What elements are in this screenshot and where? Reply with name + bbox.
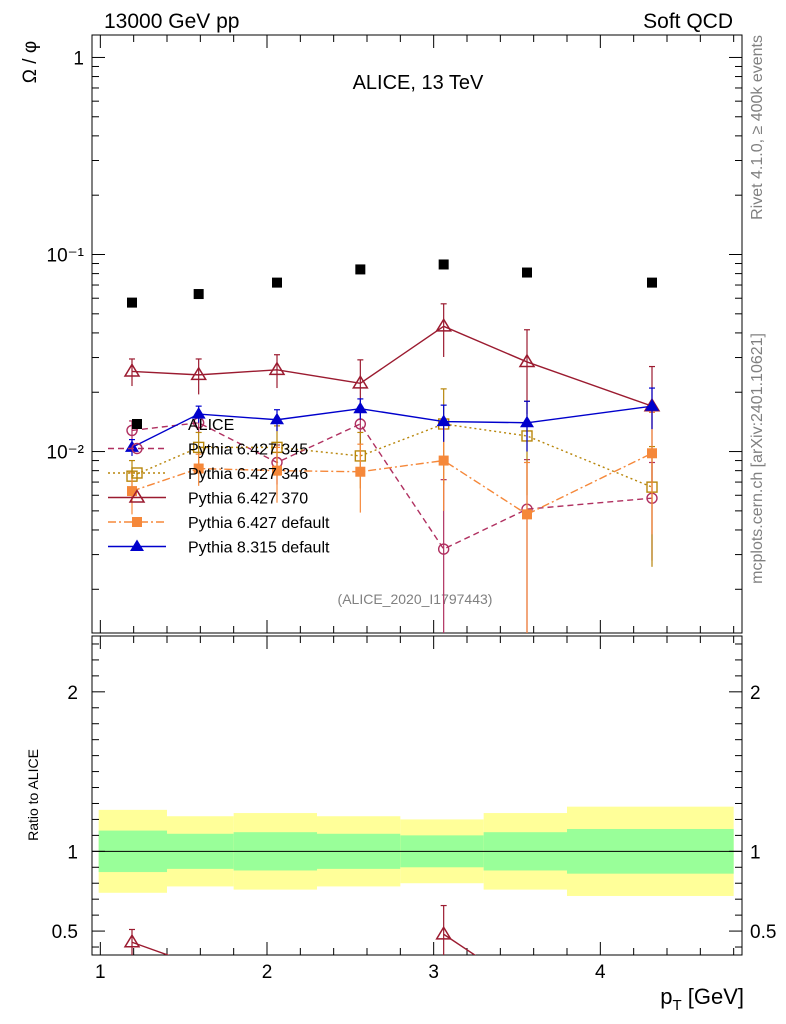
x-axis-label-subscript: T bbox=[672, 997, 681, 1014]
plot-title: ALICE, 13 TeV bbox=[353, 72, 484, 94]
legend-entry-alice: ALICE bbox=[132, 417, 234, 434]
legend-label: Pythia 6.427 370 bbox=[188, 491, 308, 508]
x-tick-label: 1 bbox=[95, 962, 106, 983]
legend-marker bbox=[128, 489, 146, 503]
main-frame bbox=[91, 34, 743, 634]
header-left-title: 13000 GeV pp bbox=[104, 10, 239, 33]
legend-marker bbox=[132, 419, 142, 429]
ratio-y-axis-label-text: Ratio to ALICE bbox=[25, 749, 41, 841]
legend-marker bbox=[130, 539, 144, 552]
y-tick-label-main: 10⁻¹ bbox=[47, 246, 85, 267]
data-point bbox=[645, 399, 659, 411]
legend-marker bbox=[132, 517, 142, 527]
ratio-series-line bbox=[131, 941, 170, 955]
legend-label: Pythia 6.427 345 bbox=[188, 442, 308, 459]
data-point bbox=[435, 317, 452, 332]
x-axis-label-unit: [GeV] bbox=[682, 984, 744, 1009]
data-point bbox=[193, 463, 204, 474]
data-point bbox=[437, 543, 450, 555]
data-point bbox=[268, 361, 286, 376]
x-tick-label: 3 bbox=[428, 962, 439, 983]
data-point bbox=[127, 486, 137, 497]
data-point bbox=[353, 401, 368, 414]
header-right-title: Soft QCD bbox=[643, 10, 733, 33]
data-point bbox=[518, 353, 536, 368]
data-point bbox=[191, 407, 206, 419]
side-text-bottom: mcplots.cern.ch [arXiv:2401.10621] bbox=[749, 333, 766, 584]
legend: ALICE Pythia 6.427 345 Pythia 6.427 346 Pyt… bbox=[108, 417, 330, 557]
data-point bbox=[438, 259, 449, 270]
data-point bbox=[192, 441, 205, 454]
legend-marker bbox=[131, 467, 143, 479]
data-point bbox=[272, 465, 282, 476]
ratio-y-axis-label: Ratio to ALICE bbox=[25, 749, 41, 841]
data-point bbox=[352, 374, 369, 389]
y-tick-label-main: 1 bbox=[73, 48, 84, 69]
data-point bbox=[193, 289, 204, 300]
ratio-y-tick-label-left: 2 bbox=[67, 683, 78, 704]
data-point bbox=[355, 466, 366, 477]
data-point bbox=[355, 264, 366, 275]
ratio-data-point bbox=[435, 925, 452, 940]
data-point bbox=[436, 414, 451, 427]
ratio-data-point bbox=[123, 933, 141, 948]
ratio-frame bbox=[91, 635, 743, 956]
ratio-y-tick-label-left: 0.5 bbox=[52, 922, 78, 943]
legend-label: Pythia 8.315 default bbox=[188, 540, 330, 557]
ratio-ticks bbox=[92, 636, 742, 955]
data-point bbox=[522, 267, 532, 278]
ratio-data bbox=[123, 904, 477, 955]
legend-entry-pythia-6-427-370: Pythia 6.427 370 bbox=[108, 489, 308, 508]
main-data bbox=[123, 259, 661, 633]
ratio-y-tick-label-right: 1 bbox=[750, 842, 761, 863]
data-point bbox=[647, 448, 657, 459]
legend-entry-pythia-6-427-346: Pythia 6.427 346 bbox=[108, 466, 308, 483]
data-point bbox=[127, 297, 137, 308]
legend-entry-pythia-6-427-default: Pythia 6.427 default bbox=[108, 515, 330, 532]
ratio-series-pythia-6-427-370 bbox=[123, 904, 477, 955]
series-pythia-6-427-default bbox=[127, 411, 657, 633]
x-tick-label: 4 bbox=[595, 962, 606, 983]
x-axis-label: pT [GeV] bbox=[660, 984, 744, 1014]
ratio-series-line bbox=[443, 933, 477, 955]
x-axis-label-text: pT [GeV] bbox=[660, 984, 744, 1014]
legend-label: Pythia 6.427 default bbox=[188, 515, 330, 532]
data-point bbox=[438, 455, 449, 466]
legend-entry-pythia-8-315-default: Pythia 8.315 default bbox=[108, 539, 330, 557]
legend-label: Pythia 6.427 346 bbox=[188, 466, 308, 483]
data-point bbox=[520, 415, 534, 428]
y-tick-label-main: 10⁻² bbox=[47, 443, 85, 464]
data-point bbox=[190, 366, 207, 381]
data-point bbox=[272, 277, 282, 288]
series-alice bbox=[127, 259, 657, 308]
data-point bbox=[647, 277, 657, 288]
main-ticks bbox=[92, 35, 742, 633]
main-y-axis-label-text: Ω / φ bbox=[20, 41, 41, 83]
ratio-y-tick-label-right: 0.5 bbox=[750, 922, 776, 943]
main-y-axis-label: Ω / φ bbox=[20, 41, 41, 83]
legend-entry-pythia-6-427-345: Pythia 6.427 345 bbox=[108, 442, 308, 459]
legend-label: ALICE bbox=[188, 417, 234, 434]
analysis-id: (ALICE_2020_I1797443) bbox=[338, 591, 493, 607]
side-text-top: Rivet 4.1.0, ≥ 400k events bbox=[749, 35, 766, 220]
ratio-panel: 0.5 0.5 1 1 2 2 1 2 3 4 bbox=[52, 635, 776, 983]
x-tick-label: 2 bbox=[262, 962, 273, 983]
main-panel: 1 10⁻¹ 10⁻² bbox=[47, 34, 743, 634]
data-point bbox=[270, 412, 284, 425]
data-point bbox=[522, 509, 532, 520]
ratio-y-tick-label-right: 2 bbox=[750, 683, 761, 704]
legend-marker bbox=[131, 442, 143, 455]
series-line-pythia-6-427-370 bbox=[131, 325, 653, 407]
data-point bbox=[123, 362, 141, 377]
ratio-y-tick-label-left: 1 bbox=[67, 842, 78, 863]
